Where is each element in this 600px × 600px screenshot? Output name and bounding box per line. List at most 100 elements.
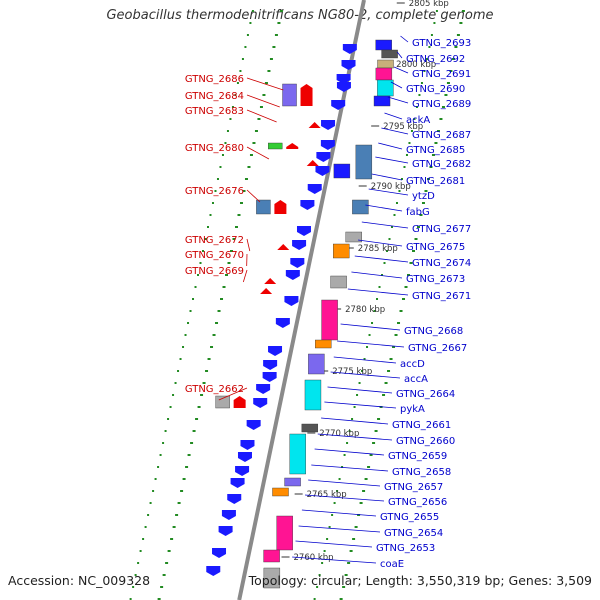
leader-line [292,556,377,564]
track-dot [326,538,329,540]
track-dot [185,466,189,468]
track-dot [363,358,366,360]
left-gene-label: GTNG_2676 [185,186,244,197]
track-dot [388,238,391,240]
track-dot [172,394,175,396]
track-dot [267,70,271,72]
track-dot [142,538,145,540]
track-dot [182,478,186,480]
leader-line [218,387,248,401]
track-dot [215,322,219,324]
gene-arrow [292,240,307,250]
gene-arrow [321,120,336,130]
track-dot [232,238,236,240]
right-gene-label: ytzD [412,191,435,202]
track-dot [180,490,184,492]
track-dot [202,250,204,252]
gene-block [330,275,347,289]
gene-arrow [300,84,313,106]
gene-block [352,199,369,215]
gene-block [263,567,281,589]
gene-block [308,353,325,375]
track-dot [134,574,137,576]
gene-block [272,487,289,497]
track-dot [190,442,194,444]
track-dot [249,154,253,156]
scale-label: 2805 kbp [409,0,449,9]
track-dot [184,334,187,336]
gene-arrow [286,143,299,149]
track-dot [449,70,453,72]
track-dot [195,418,199,420]
track-dot [192,430,196,432]
track-dot [461,10,465,12]
track-dot [219,166,222,168]
leader-line [381,127,409,135]
right-gene-label: GTNG_2667 [408,343,467,354]
gene-block [355,144,373,180]
topology-summary: Topology: circular; Length: 3,550,319 bp… [248,573,592,588]
gene-arrow [274,200,287,214]
gene-arrow [263,360,278,370]
track-dot [386,250,388,252]
gene-arrow [264,278,277,284]
track-dot [393,214,396,216]
track-dot [436,130,440,132]
scale-label: 2790 kbp [371,182,411,192]
track-dot [169,406,172,408]
track-dot [197,274,200,276]
right-gene-label: GTNG_2660 [396,436,455,447]
track-dot [157,598,161,600]
gene-block [276,515,293,551]
track-dot [212,334,216,336]
right-gene-label: GTNG_2675 [406,242,465,253]
gene-arrow [227,494,242,504]
gene-labels: GTNG_2686 GTNG_2684 GTNG_2683 GTNG_2680 GTNG… [185,38,471,570]
gene-arrow [246,420,261,430]
gene-arrow [341,60,356,70]
track-dot [362,490,366,492]
track-dot [382,394,386,396]
right-gene-label: GTNG_2657 [384,482,443,493]
leader-line [390,81,403,89]
track-dot [217,310,221,312]
gene-arrow [256,384,271,394]
left-gene-label: GTNG_2683 [185,106,244,117]
track-dot [313,598,316,600]
gene-arrow [300,200,315,210]
track-dot [328,526,331,528]
track-dot [262,94,266,96]
track-dot [403,166,406,168]
track-dot [242,190,246,192]
gene-arrow [260,288,273,294]
gene-arrow [268,346,283,356]
leader-line [301,509,377,517]
track-dot [147,514,150,516]
track-dot [390,226,393,228]
left-gene-label: GTNG_2669 [185,266,244,277]
gene-block [284,477,301,487]
track-dot [231,106,234,108]
track-dot [277,22,281,24]
track-dot [426,178,430,180]
right-gene-label: GTNG_2661 [392,420,451,431]
track-dot [199,262,202,264]
right-gene-label: GTNG_2653 [376,543,435,554]
track-dot [428,46,431,48]
right-gene-label: GTNG_2671 [412,291,471,302]
right-gene-label: GTNG_2685 [406,145,465,156]
track-dot [429,166,433,168]
track-dot [206,226,209,228]
track-dot [247,166,251,168]
gene-block [333,163,351,179]
leader-line [242,269,248,283]
track-dot [392,346,396,348]
gene-block [373,95,391,107]
left-gene-label: GTNG_2686 [185,74,244,85]
track-dot [430,34,433,36]
leader-line [393,66,409,74]
track-dot [279,10,283,12]
leader-line [387,96,409,104]
track-dot [202,382,206,384]
